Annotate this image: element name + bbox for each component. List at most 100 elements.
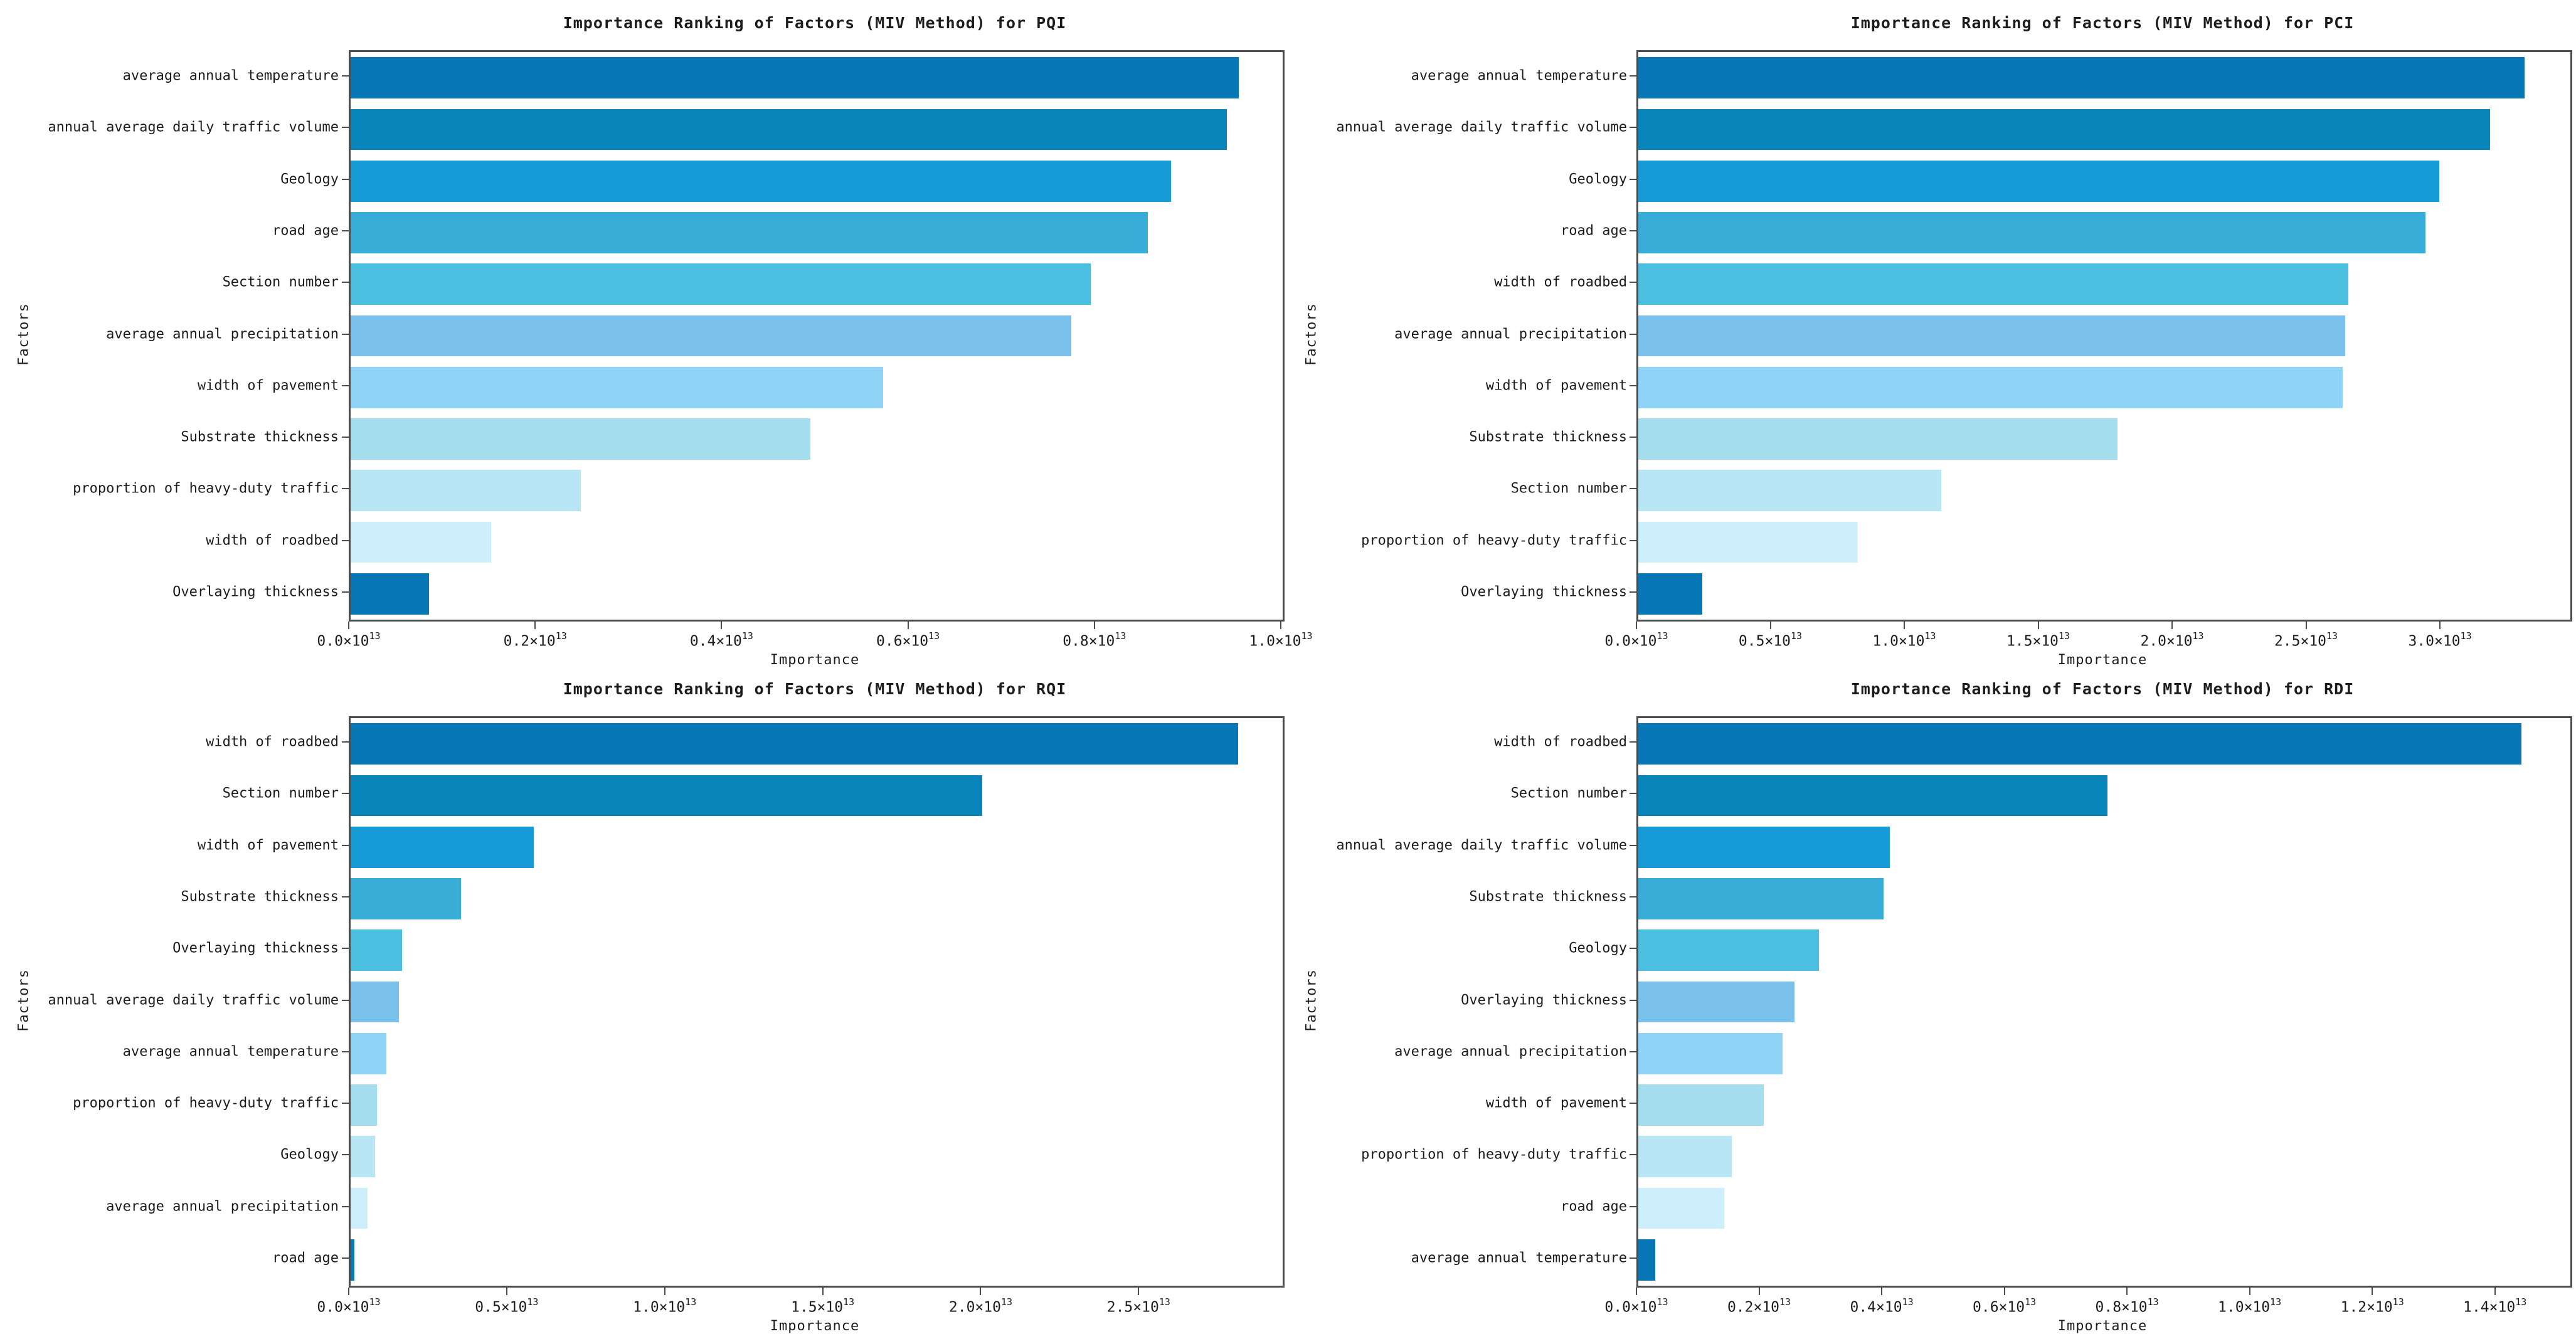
chart-pci: Importance Ranking of Factors (MIV Metho… (1288, 0, 2576, 668)
bar-section-number (1638, 775, 2107, 817)
category-label-overlaying-thickness: Overlaying thickness (1461, 992, 1627, 1008)
y-tick-mark (1630, 1257, 1636, 1259)
category-label-proportion-of-heavy-duty-traffic: proportion of heavy-duty traffic (1361, 532, 1627, 549)
category-label-width-of-roadbed: width of roadbed (1494, 734, 1627, 750)
y-tick-mark (342, 437, 349, 438)
x-axis-label-importance: Importance (2057, 1318, 2148, 1334)
y-tick-mark (1630, 1051, 1636, 1052)
bar-geology (1638, 929, 1820, 971)
x-tick-label: 1.4×1013 (2463, 1296, 2527, 1316)
bar-geology (351, 1136, 376, 1178)
category-label-road-age: road age (1561, 1199, 1627, 1215)
x-tick-mark (2037, 622, 2039, 629)
category-label-overlaying-thickness: Overlaying thickness (1461, 584, 1627, 600)
bar-substrate-thickness (1638, 878, 1884, 919)
x-tick-mark (980, 1288, 982, 1295)
x-tick-mark (2171, 622, 2173, 629)
bar-overlaying-thickness (1638, 981, 1795, 1023)
x-tick-label: 0.8×1013 (1063, 630, 1126, 650)
bar-substrate-thickness (1638, 418, 2118, 460)
y-tick-mark (1630, 384, 1636, 386)
category-label-proportion-of-heavy-duty-traffic: proportion of heavy-duty traffic (73, 1095, 339, 1111)
y-tick-mark (1630, 1154, 1636, 1156)
y-tick-mark (1630, 178, 1636, 180)
y-tick-mark (1630, 282, 1636, 283)
x-tick-mark (2249, 1288, 2250, 1295)
bar-section-number (351, 263, 1091, 305)
chart-title-rdi: Importance Ranking of Factors (MIV Metho… (1850, 680, 2355, 698)
x-tick-label: 1.0×1013 (1872, 630, 1936, 650)
bar-average-annual-precipitation (1638, 1032, 1783, 1074)
y-tick-mark (1630, 741, 1636, 743)
x-tick-label: 1.0×1013 (633, 1296, 697, 1316)
y-tick-mark (1630, 488, 1636, 490)
x-tick-label: 0.6×1013 (1973, 1296, 2037, 1316)
category-label-width-of-roadbed: width of roadbed (206, 734, 339, 750)
bar-overlaying-thickness (1638, 573, 1703, 615)
y-tick-mark (342, 999, 349, 1001)
x-tick-mark (348, 622, 349, 629)
x-tick-label: 0.0×1013 (317, 630, 381, 650)
bar-geology (351, 160, 1171, 202)
bar-width-of-roadbed (351, 521, 492, 563)
x-tick-mark (2372, 1288, 2373, 1295)
bar-proportion-of-heavy-duty-traffic (351, 470, 581, 512)
y-axis-label-factors: Factors (1303, 969, 1320, 1032)
bar-annual-average-daily-traffic-volume (1638, 109, 2490, 151)
x-tick-mark (2305, 622, 2307, 629)
chart-title-pci: Importance Ranking of Factors (MIV Metho… (1850, 14, 2355, 32)
category-label-overlaying-thickness: Overlaying thickness (172, 584, 339, 600)
category-label-annual-average-daily-traffic-volume: annual average daily traffic volume (1336, 119, 1627, 135)
bar-annual-average-daily-traffic-volume (351, 981, 400, 1023)
x-tick-label: 1.0×1013 (2218, 1296, 2282, 1316)
x-tick-mark (1280, 622, 1281, 629)
y-tick-mark (1630, 230, 1636, 231)
bar-substrate-thickness (351, 878, 462, 919)
y-tick-mark (342, 1103, 349, 1104)
x-tick-label: 0.5×1013 (475, 1296, 539, 1316)
x-tick-mark (534, 622, 536, 629)
y-tick-mark (1630, 333, 1636, 335)
chart-pqi: Importance Ranking of Factors (MIV Metho… (0, 0, 1313, 668)
category-label-substrate-thickness: Substrate thickness (181, 889, 339, 905)
x-tick-mark (1636, 1288, 1637, 1295)
category-label-proportion-of-heavy-duty-traffic: proportion of heavy-duty traffic (1361, 1146, 1627, 1163)
bar-road-age (1638, 1187, 1724, 1229)
y-tick-mark (1630, 591, 1636, 593)
category-label-geology: Geology (280, 171, 339, 188)
y-tick-mark (342, 230, 349, 231)
category-label-annual-average-daily-traffic-volume: annual average daily traffic volume (1336, 837, 1627, 854)
x-tick-label: 1.2×1013 (2340, 1296, 2404, 1316)
y-tick-mark (342, 127, 349, 129)
x-tick-mark (721, 622, 723, 629)
category-label-width-of-roadbed: width of roadbed (206, 532, 339, 549)
bar-average-annual-temperature (351, 57, 1239, 99)
y-axis-label-factors: Factors (1303, 303, 1320, 366)
x-tick-mark (822, 1288, 824, 1295)
x-tick-label: 1.5×1013 (2006, 630, 2070, 650)
bar-width-of-roadbed (1638, 263, 2348, 305)
bar-average-annual-precipitation (351, 315, 1071, 357)
bar-width-of-pavement (351, 826, 534, 868)
x-tick-mark (1758, 1288, 1760, 1295)
category-label-annual-average-daily-traffic-volume: annual average daily traffic volume (48, 119, 339, 135)
x-tick-label: 0.0×1013 (1604, 1296, 1668, 1316)
y-tick-mark (1630, 437, 1636, 438)
x-tick-label: 0.8×1013 (2095, 1296, 2159, 1316)
y-tick-mark (342, 793, 349, 795)
y-tick-mark (342, 1154, 349, 1156)
plot-area-rdi (1636, 716, 2572, 1288)
plot-area-rqi (349, 716, 1285, 1288)
x-tick-mark (2494, 1288, 2496, 1295)
category-label-average-annual-temperature: average annual temperature (1411, 68, 1627, 84)
category-label-road-age: road age (1561, 223, 1627, 239)
x-tick-label: 2.0×1013 (948, 1296, 1013, 1316)
bar-proportion-of-heavy-duty-traffic (1638, 1136, 1732, 1178)
x-tick-mark (1881, 1288, 1883, 1295)
bar-section-number (1638, 470, 1941, 512)
x-tick-mark (907, 622, 909, 629)
category-label-road-age: road age (272, 223, 339, 239)
y-tick-mark (1630, 896, 1636, 897)
category-label-section-number: Section number (1510, 480, 1627, 497)
category-label-average-annual-precipitation: average annual precipitation (106, 326, 339, 342)
